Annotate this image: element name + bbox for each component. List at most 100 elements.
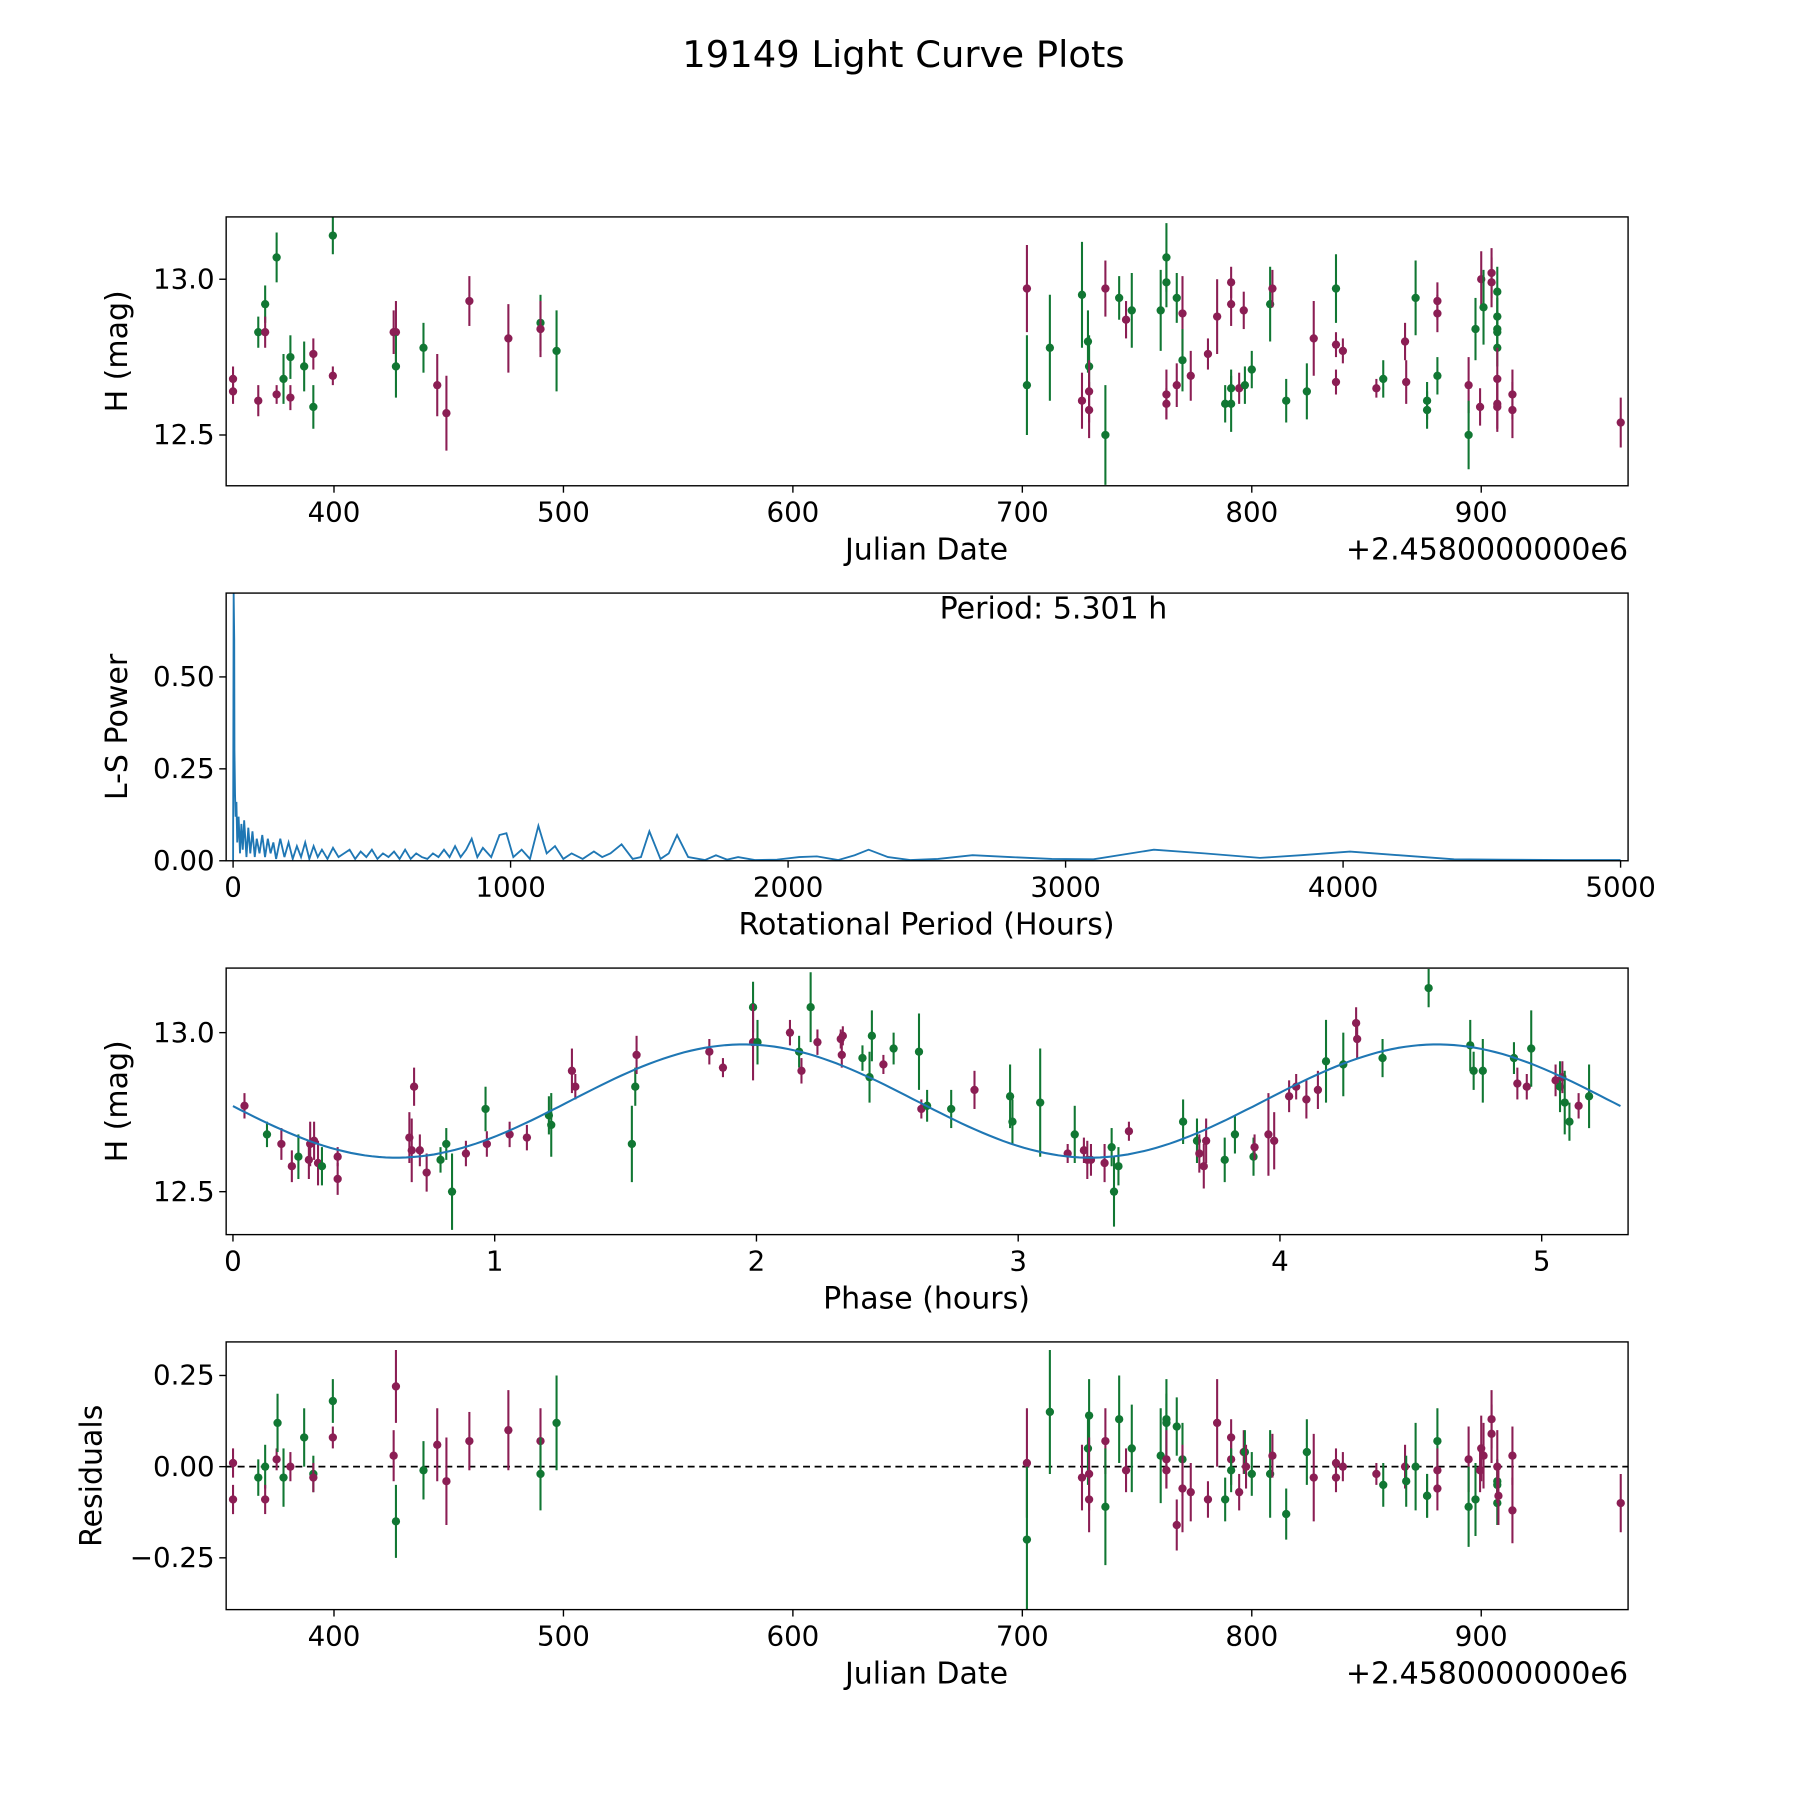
- data-point: [482, 1139, 492, 1149]
- data-point: [705, 1047, 714, 1056]
- data-point: [1487, 278, 1496, 287]
- data-point: [1083, 1444, 1093, 1453]
- data-point: [547, 1120, 556, 1130]
- x-tick-label: 800: [1225, 1619, 1278, 1652]
- data-point: [1022, 1458, 1032, 1468]
- data-point: [1115, 1415, 1124, 1424]
- data-point: [415, 1146, 425, 1155]
- data-point: [1379, 1480, 1388, 1490]
- data-point: [1114, 1162, 1123, 1171]
- data-point: [328, 371, 338, 380]
- x-tick-label: 700: [996, 1619, 1049, 1652]
- data-point: [1422, 1491, 1432, 1500]
- data-point: [1478, 1066, 1487, 1075]
- data-point: [631, 1082, 640, 1091]
- data-point: [504, 334, 513, 343]
- data-point: [1338, 1462, 1348, 1471]
- x-offset-text: +2.4580000000e6: [1346, 533, 1628, 568]
- data-point: [300, 362, 309, 371]
- data-point: [879, 1060, 888, 1069]
- data-point: [1221, 1495, 1230, 1504]
- data-point: [1239, 306, 1248, 315]
- periodogram-panel: Period: 5.301 h 0 1000 2000 3000 4000 5000 0.00…: [100, 591, 1656, 942]
- data-point: [1084, 1495, 1094, 1504]
- data-point: [1162, 1418, 1171, 1428]
- data-point: [1422, 405, 1432, 415]
- data-point: [1178, 1484, 1187, 1493]
- data-point: [328, 1396, 338, 1406]
- data-point: [1186, 371, 1195, 380]
- data-point: [1522, 1082, 1531, 1091]
- data-point: [1464, 430, 1473, 440]
- data-point: [867, 1031, 877, 1040]
- data-point: [300, 1433, 309, 1442]
- data-point: [1186, 1488, 1195, 1497]
- data-point: [1268, 1451, 1277, 1460]
- data-point: [1331, 1473, 1341, 1482]
- data-point: [1008, 1117, 1017, 1126]
- data-point: [1101, 1502, 1110, 1511]
- data-point: [1282, 1509, 1291, 1519]
- data-point: [1487, 1429, 1496, 1438]
- data-point: [422, 1168, 431, 1177]
- y-axis-label: Residuals: [75, 1405, 110, 1547]
- x-tick-label: 5: [1533, 1244, 1551, 1277]
- data-point: [1127, 1444, 1136, 1453]
- data-point: [1077, 396, 1087, 405]
- x-axis-label: Phase (hours): [823, 1281, 1030, 1316]
- data-point: [261, 299, 270, 309]
- data-point: [1284, 1092, 1294, 1101]
- data-point: [1508, 405, 1517, 415]
- x-tick-label: 2000: [753, 871, 823, 904]
- period-annotation: Period: 5.301 h: [940, 591, 1168, 626]
- data-point: [1372, 1469, 1381, 1479]
- axes-frame: [225, 592, 1629, 862]
- x-tick-label: 900: [1455, 496, 1508, 529]
- data-point: [1203, 1495, 1213, 1504]
- data-point: [1565, 1117, 1574, 1126]
- data-point: [1127, 306, 1136, 315]
- data-point: [1070, 1130, 1079, 1139]
- data-point: [1084, 405, 1094, 415]
- x-tick-label: 5000: [1585, 871, 1655, 904]
- data-point: [1378, 1053, 1387, 1063]
- data-point: [254, 328, 263, 337]
- y-tick-label: 0.25: [153, 1359, 215, 1392]
- data-point: [838, 1031, 847, 1040]
- x-tick-label: 500: [537, 1619, 590, 1652]
- x-tick-label: 2: [748, 1244, 766, 1277]
- data-point: [433, 380, 442, 390]
- data-point: [837, 1050, 846, 1060]
- data-point: [1022, 1535, 1032, 1544]
- data-point: [254, 1473, 263, 1482]
- data-point: [1022, 380, 1032, 390]
- data-point: [914, 1047, 924, 1056]
- data-point: [1493, 287, 1502, 296]
- x-tick-label: 4: [1271, 1244, 1289, 1277]
- data-point: [1203, 349, 1213, 359]
- data-point: [1424, 983, 1433, 993]
- data-point: [1268, 284, 1277, 293]
- data-point: [228, 1495, 238, 1504]
- data-point: [1221, 399, 1230, 408]
- data-point: [785, 1028, 795, 1037]
- data-point: [1479, 1451, 1488, 1460]
- data-point: [333, 1152, 342, 1161]
- data-point: [1084, 1411, 1094, 1420]
- data-point: [1338, 346, 1348, 356]
- data-point: [1331, 284, 1341, 293]
- y-axis-label: H (mag): [100, 1040, 135, 1162]
- data-point: [1156, 306, 1165, 315]
- data-point: [806, 1003, 815, 1012]
- x-tick-label: 4000: [1308, 871, 1378, 904]
- data-point: [1107, 1142, 1116, 1152]
- x-tick-label: 800: [1225, 496, 1278, 529]
- data-point: [442, 1139, 451, 1149]
- data-point: [1022, 284, 1032, 293]
- data-point: [627, 1139, 637, 1149]
- data-point: [272, 390, 281, 399]
- data-point: [1372, 384, 1381, 393]
- data-point: [1508, 1451, 1517, 1460]
- y-axis-label: H (mag): [100, 290, 135, 412]
- data-point: [254, 396, 263, 405]
